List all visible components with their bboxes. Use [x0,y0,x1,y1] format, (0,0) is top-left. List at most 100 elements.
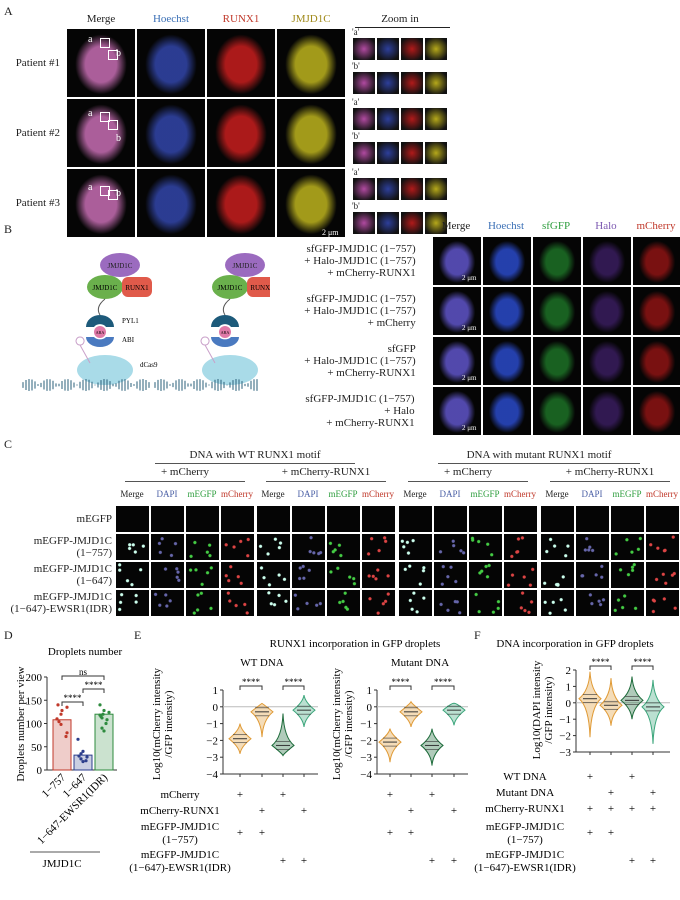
droplet-image [326,589,361,617]
droplet-image [468,505,503,533]
y-tick-label: −3 [559,747,571,759]
jmjd1c-top-shape [100,253,140,277]
channel-header: Merge [441,220,471,232]
zoom-crop [376,177,400,201]
data-point [57,720,61,724]
significance-label: **** [64,693,83,703]
roi-box [100,112,110,122]
droplet-image [326,561,361,589]
channel-header: sfGFP [541,220,571,232]
aba-shape [219,326,231,338]
zoom-crop [400,211,424,235]
droplet-image [398,505,433,533]
dcas9-shape [202,355,258,385]
aba-label: ABA [96,330,105,335]
zoom-crop [424,211,448,235]
droplet-image [468,561,503,589]
channel-header: mCherry [646,489,678,499]
y-tick-label: −2 [360,735,372,747]
data-point [65,705,69,709]
chart-title: RUNX1 incorporation in GFP droplets [270,638,441,650]
plus-sign: + [650,787,656,799]
linker [222,298,231,316]
channel-header: Merge [120,489,144,499]
droplet-image [433,505,468,533]
roi-a-label: a [88,182,93,193]
data-point [59,712,63,716]
data-point [56,703,60,707]
channel-header: DAPI [297,489,319,499]
panel-c-letter: C [4,437,13,451]
droplet-image [468,589,503,617]
zoom-crop [400,177,424,201]
plus-sign: + [451,805,457,817]
droplet-image [398,561,433,589]
y-tick-label: 1 [213,685,219,697]
zoom-crop [376,71,400,95]
dcas9-label: dCas9 [140,361,158,369]
micrograph-merge [432,386,482,436]
plus-sign: + [587,803,593,815]
channel-header: mCherry [504,489,536,499]
channel-header: mEGFP [328,489,358,499]
droplet-image [220,589,255,617]
chart-subtitle: Mutant DNA [391,657,449,669]
y-axis-label: Log10(DAPI intensity [531,660,543,759]
roi-box [108,190,118,200]
micrograph-merge [432,336,482,386]
plus-sign: + [608,787,614,799]
plus-sign: + [587,827,593,839]
micrograph-halo [582,236,632,286]
subgroup-header: + mCherry-RUNX1 [565,466,655,478]
zoom-crop [424,141,448,165]
droplet-image [433,561,468,589]
channel-header: mEGFP [470,489,500,499]
plus-sign: + [259,805,265,817]
data-point [64,734,68,739]
y-tick-label: 100 [26,719,43,731]
droplet-image [540,561,575,589]
zoom-crop [400,37,424,61]
y-tick-label: 150 [26,695,43,707]
droplet-image [115,589,150,617]
roi-a-label: a [88,108,93,119]
droplet-image [503,505,538,533]
roi-box [100,186,110,196]
y-tick-label: −4 [206,769,218,781]
panel-d-letter: D [4,628,13,642]
droplet-image [645,561,680,589]
micrograph-jmjd1c [276,98,346,168]
condition-line: sfGFP-JMJD1C (1−757) [306,293,416,305]
droplet-image [575,589,610,617]
condition-label: mEGFP-JMJD1C [486,849,564,861]
condition-line: sfGFP-JMJD1C (1−757) [305,393,415,405]
data-point [60,708,64,713]
condition-label: mCherry [160,789,200,801]
plus-sign: + [280,855,286,867]
zoom-label: 'b' [352,201,360,211]
micrograph-hoechst [482,386,532,436]
droplet-image [610,561,645,589]
condition-label: mEGFP-JMJD1C [141,849,219,861]
data-point [81,760,85,764]
droplet-image [433,589,468,617]
construct-label: mEGFP [0,513,112,525]
condition-label: (1−757) [162,834,198,846]
y-axis-label: Droplets number per view [15,666,27,781]
patient-label: Patient #1 [15,57,60,69]
data-point [104,721,108,726]
plus-sign: + [429,855,435,867]
significance-bracket [61,701,84,706]
plus-sign: + [587,771,593,783]
condition-label: sfGFP-JMJD1C (1−757) + Halo-JMJD1C (1−757… [304,293,415,329]
runx1-shape [247,277,270,297]
droplet-image [575,533,610,561]
aba-label: ABA [221,330,230,335]
y-tick-label: −2 [206,735,218,747]
droplet-image [610,505,645,533]
droplet-image [291,505,326,533]
jmjd1c-top-label: JMJD1C [233,262,258,270]
droplet-image [503,533,538,561]
droplet-image [185,589,220,617]
